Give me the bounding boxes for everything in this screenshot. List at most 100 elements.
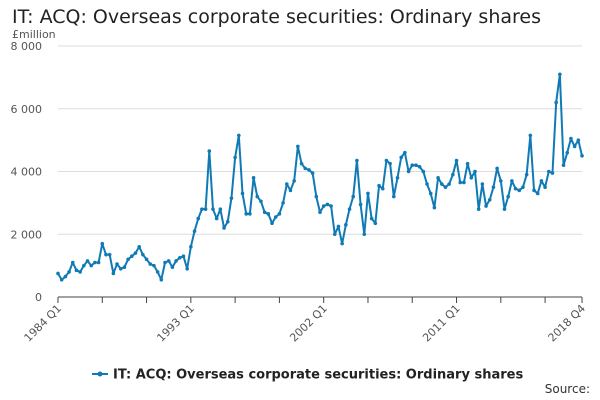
data-point[interactable] — [476, 207, 481, 211]
data-point[interactable] — [506, 194, 510, 199]
data-point[interactable] — [166, 259, 171, 263]
data-point[interactable] — [137, 245, 141, 249]
data-point[interactable] — [59, 277, 64, 282]
data-point[interactable] — [133, 251, 138, 255]
data-point[interactable] — [458, 180, 463, 185]
data-point[interactable] — [355, 158, 359, 163]
data-point[interactable] — [469, 175, 474, 180]
data-point[interactable] — [318, 210, 322, 215]
data-point[interactable] — [344, 223, 348, 227]
data-point[interactable] — [561, 163, 566, 168]
data-point[interactable] — [163, 260, 167, 265]
data-point[interactable] — [528, 133, 533, 138]
data-point[interactable] — [211, 207, 215, 211]
data-point[interactable] — [403, 150, 407, 155]
data-point[interactable] — [196, 216, 201, 221]
data-point[interactable] — [70, 260, 75, 265]
data-point[interactable] — [284, 182, 289, 186]
data-point[interactable] — [392, 194, 396, 199]
data-point[interactable] — [310, 171, 315, 175]
data-point[interactable] — [399, 155, 403, 160]
data-point[interactable] — [414, 163, 418, 168]
data-point[interactable] — [281, 201, 285, 205]
data-point[interactable] — [510, 179, 514, 183]
data-point[interactable] — [177, 255, 182, 260]
data-point[interactable] — [428, 191, 433, 196]
data-point[interactable] — [543, 185, 547, 189]
data-point[interactable] — [251, 175, 256, 180]
data-point[interactable] — [421, 169, 426, 174]
data-point[interactable] — [417, 164, 422, 169]
data-point[interactable] — [347, 207, 352, 211]
data-point[interactable] — [321, 204, 326, 208]
data-point[interactable] — [144, 257, 149, 262]
data-point[interactable] — [465, 161, 470, 166]
data-point[interactable] — [56, 271, 60, 276]
data-point[interactable] — [314, 194, 319, 199]
data-point[interactable] — [535, 191, 540, 196]
data-point[interactable] — [325, 202, 330, 207]
data-point[interactable] — [63, 274, 68, 279]
data-point[interactable] — [244, 212, 248, 216]
data-point[interactable] — [122, 265, 127, 269]
data-point[interactable] — [307, 168, 311, 172]
data-point[interactable] — [203, 207, 208, 211]
data-point[interactable] — [155, 270, 160, 274]
data-point[interactable] — [104, 252, 108, 257]
data-point[interactable] — [107, 252, 112, 257]
data-point[interactable] — [115, 262, 119, 266]
data-point[interactable] — [200, 207, 204, 211]
data-point[interactable] — [277, 212, 282, 216]
data-point[interactable] — [192, 229, 197, 233]
data-point[interactable] — [111, 271, 116, 276]
data-point[interactable] — [273, 215, 278, 219]
data-point[interactable] — [377, 183, 381, 188]
data-point[interactable] — [237, 133, 241, 138]
data-point[interactable] — [96, 260, 101, 265]
data-point[interactable] — [580, 154, 584, 158]
data-point[interactable] — [439, 182, 444, 186]
data-point[interactable] — [454, 158, 459, 163]
data-point[interactable] — [189, 245, 193, 249]
data-point[interactable] — [126, 257, 130, 262]
data-point[interactable] — [340, 241, 344, 246]
data-point[interactable] — [288, 188, 293, 193]
data-point[interactable] — [443, 185, 448, 189]
data-point[interactable] — [218, 207, 223, 211]
data-point[interactable] — [148, 262, 153, 266]
data-point[interactable] — [222, 226, 226, 230]
data-point[interactable] — [502, 207, 507, 211]
data-point[interactable] — [513, 186, 518, 191]
data-point[interactable] — [240, 191, 245, 196]
data-point[interactable] — [225, 219, 230, 224]
data-point[interactable] — [332, 232, 337, 237]
data-point[interactable] — [358, 202, 363, 207]
data-point[interactable] — [546, 169, 551, 174]
data-point[interactable] — [74, 268, 79, 273]
data-point[interactable] — [89, 263, 94, 268]
data-point[interactable] — [373, 221, 378, 226]
data-point[interactable] — [524, 172, 529, 177]
data-point[interactable] — [550, 171, 555, 175]
data-point[interactable] — [303, 166, 308, 171]
data-point[interactable] — [576, 138, 581, 142]
data-point[interactable] — [410, 163, 415, 168]
legend[interactable]: IT: ACQ: Overseas corporate securities: … — [92, 368, 523, 383]
data-point[interactable] — [207, 149, 212, 153]
data-point[interactable] — [380, 186, 385, 191]
data-point[interactable] — [270, 221, 274, 226]
data-point[interactable] — [336, 224, 341, 229]
data-point[interactable] — [93, 260, 97, 265]
data-point[interactable] — [67, 270, 71, 274]
data-point[interactable] — [384, 158, 389, 163]
data-point[interactable] — [259, 199, 263, 204]
data-point[interactable] — [233, 155, 237, 160]
data-point[interactable] — [558, 72, 562, 77]
data-point[interactable] — [296, 144, 300, 149]
data-point[interactable] — [152, 263, 156, 268]
data-point[interactable] — [329, 204, 333, 208]
data-point[interactable] — [262, 210, 267, 215]
data-point[interactable] — [248, 212, 252, 216]
data-point[interactable] — [425, 182, 429, 186]
data-point[interactable] — [78, 270, 82, 274]
